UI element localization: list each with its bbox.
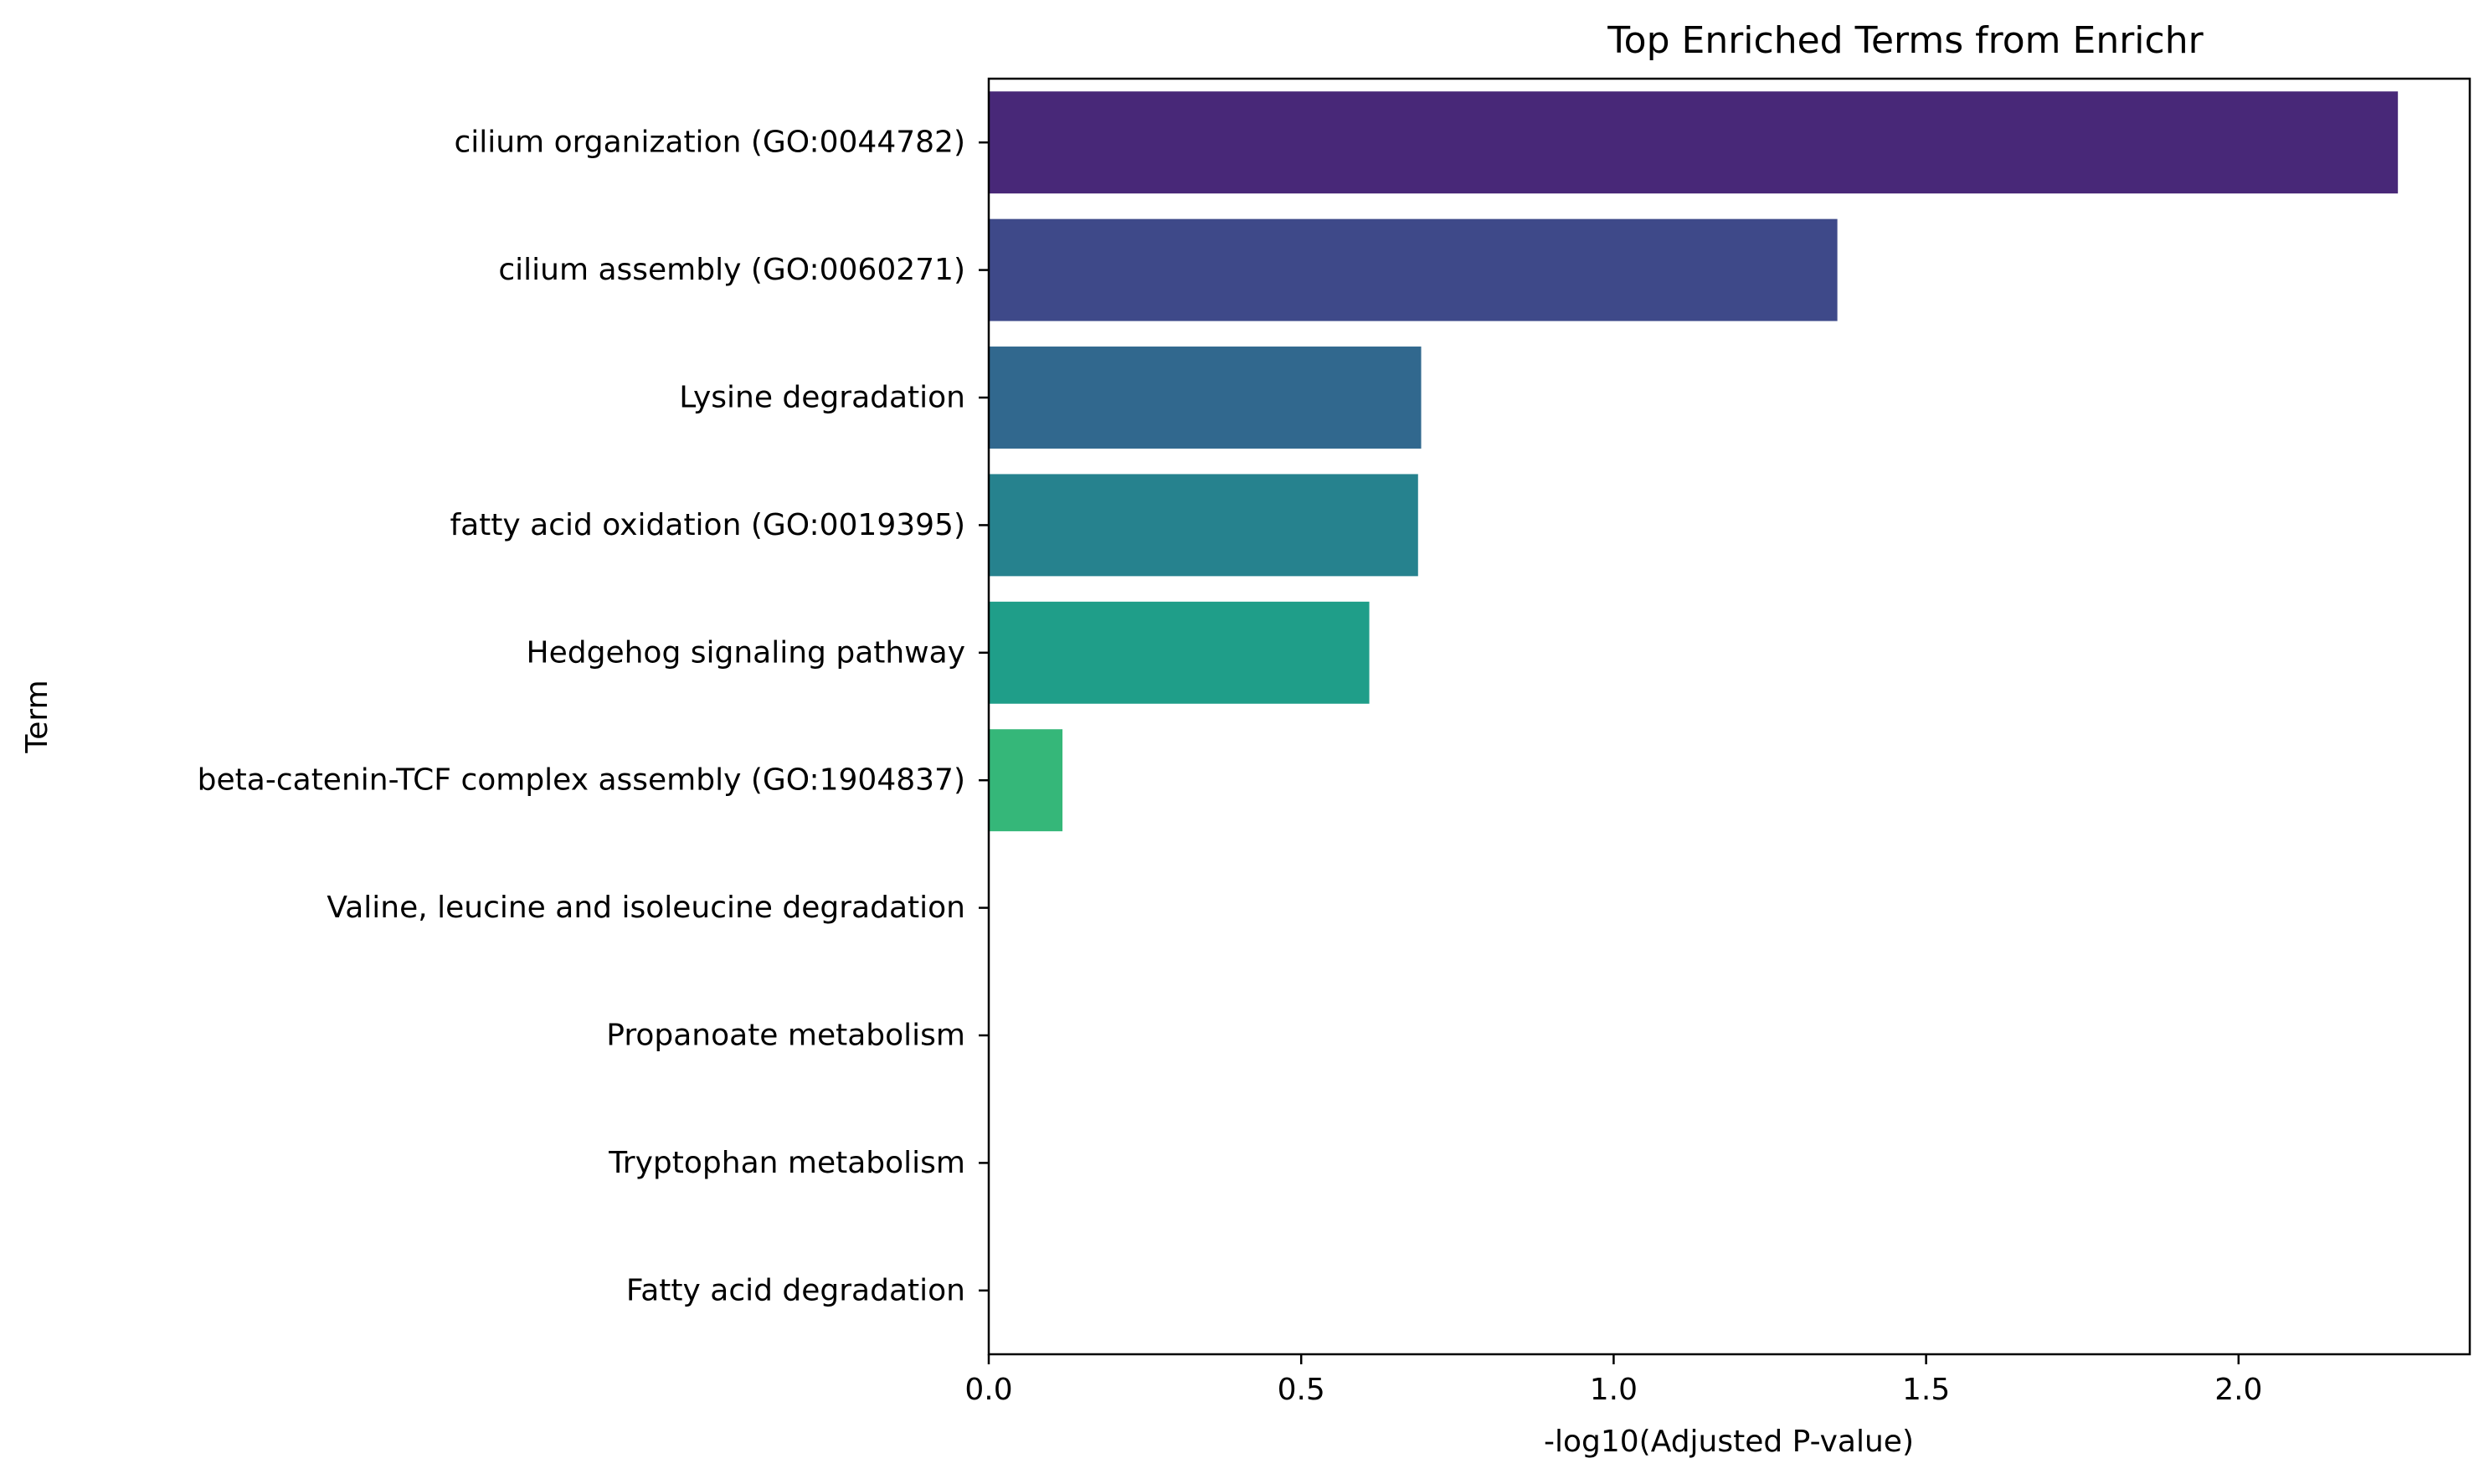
y-tick-label: beta-catenin-TCF complex assembly (GO:19… <box>198 763 965 798</box>
x-ticks-group: 0.0 0.5 1.0 1.5 2.0 <box>964 1354 2262 1407</box>
bar-cilium-organization-go-0044782 <box>989 91 2399 194</box>
bar-cilium-assembly-go-0060271 <box>989 218 1838 321</box>
x-tick-label: 0.5 <box>1278 1373 1325 1407</box>
bar-beta-catenin-tcf-complex-assembly-go-1904837 <box>989 729 1063 832</box>
bar-fatty-acid-oxidation-go-0019395 <box>989 474 1418 577</box>
y-ticks-group: cilium organization (GO:0044782) cilium a… <box>198 126 989 1307</box>
bar-hedgehog-signaling-pathway <box>989 601 1370 704</box>
bars-group <box>989 91 2399 832</box>
x-tick-label: 2.0 <box>2214 1373 2262 1407</box>
y-tick-label: Propanoate metabolism <box>606 1019 965 1053</box>
y-tick-label: fatty acid oxidation (GO:0019395) <box>450 508 965 542</box>
y-axis-label: Term <box>20 680 54 753</box>
axes-frame <box>987 77 2471 1356</box>
bar-lysine-degradation <box>989 347 1422 449</box>
y-tick-label: Tryptophan metabolism <box>608 1146 965 1180</box>
y-tick-label: Fatty acid degradation <box>626 1273 965 1307</box>
x-tick-label: 1.0 <box>1590 1373 1638 1407</box>
y-tick-label: Lysine degradation <box>679 381 965 415</box>
chart-title: Top Enriched Terms from Enrichr <box>1607 19 2204 62</box>
y-tick-label: cilium organization (GO:0044782) <box>454 126 965 160</box>
x-tick-label: 1.5 <box>1902 1373 1950 1407</box>
x-axis-label: -log10(Adjusted P-value) <box>1544 1425 1914 1459</box>
y-tick-label: cilium assembly (GO:0060271) <box>498 253 965 287</box>
x-tick-label: 0.0 <box>964 1373 1012 1407</box>
y-tick-label: Hedgehog signaling pathway <box>527 635 965 670</box>
y-tick-label: Valine, leucine and isoleucine degradati… <box>327 891 965 925</box>
